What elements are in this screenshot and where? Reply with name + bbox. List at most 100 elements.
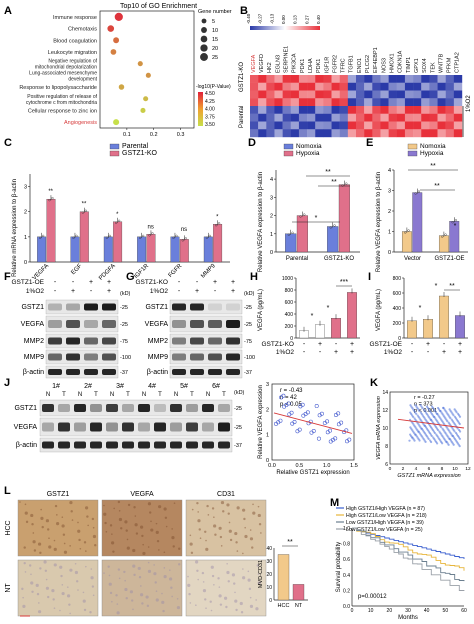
ihc-cell bbox=[31, 523, 34, 526]
ihc-cell bbox=[206, 504, 209, 508]
lane-letter: T bbox=[126, 392, 130, 398]
heatmap-cell bbox=[429, 129, 438, 138]
ihc-cell bbox=[123, 570, 126, 574]
heatmap-cell bbox=[396, 129, 406, 138]
heatmap-cell bbox=[339, 75, 349, 83]
ihc-cell bbox=[77, 529, 81, 533]
ihc-cell bbox=[116, 603, 119, 605]
heatmap-cell bbox=[356, 106, 365, 114]
significance-label: ** bbox=[449, 283, 455, 290]
data-point bbox=[341, 184, 344, 187]
ihc-cell bbox=[113, 507, 115, 510]
kd-label: (kD) bbox=[120, 291, 131, 297]
heatmap-cell bbox=[421, 90, 430, 99]
y-tick-label: 20 bbox=[266, 572, 272, 578]
blot-condition-mark: - bbox=[178, 288, 181, 295]
go-term-label: Lung-associated mesenchyme bbox=[29, 70, 97, 76]
go-dot bbox=[140, 107, 146, 113]
scatter-point bbox=[458, 430, 462, 433]
ihc-cell bbox=[169, 569, 171, 571]
heatmap-cell bbox=[315, 129, 324, 138]
heatmap-cell bbox=[429, 82, 438, 91]
heatmap-cell bbox=[282, 82, 291, 91]
heatmap-cell bbox=[413, 121, 422, 130]
condition-mark: + bbox=[334, 349, 338, 356]
go-term-label: Angiogenesis bbox=[64, 120, 97, 126]
category-label: EGF bbox=[70, 263, 83, 276]
blot-band bbox=[66, 303, 80, 311]
scatter-point bbox=[458, 445, 461, 448]
blot-band bbox=[208, 369, 222, 375]
heatmap-cell bbox=[380, 82, 389, 91]
ihc-cell bbox=[35, 583, 39, 587]
scatter-point bbox=[281, 393, 286, 398]
heatmap-cell bbox=[315, 106, 324, 114]
ihc-cell bbox=[87, 524, 89, 527]
heatmap-cell bbox=[315, 75, 324, 83]
blot-band bbox=[190, 320, 204, 328]
ihc-cell bbox=[103, 572, 105, 574]
scatter-point bbox=[319, 411, 324, 416]
y-tick-label: 0 bbox=[290, 336, 293, 342]
scatter-point bbox=[439, 425, 443, 429]
heatmap-cell bbox=[307, 129, 316, 138]
ihc-cell bbox=[24, 503, 27, 506]
bar bbox=[327, 226, 339, 253]
blot-band bbox=[202, 422, 214, 432]
data-point bbox=[444, 233, 447, 236]
go-term-label: Cellular response to zinc ion bbox=[28, 108, 97, 114]
heatmap-gene-label: VEGFD bbox=[259, 54, 265, 73]
legend-swatch bbox=[407, 143, 418, 150]
scatter-point bbox=[412, 415, 415, 418]
data-point bbox=[139, 236, 142, 239]
ihc-cell bbox=[69, 612, 71, 615]
bar bbox=[37, 236, 47, 263]
blot-strip bbox=[45, 349, 119, 365]
ihc-cell bbox=[47, 595, 50, 599]
scatter-stat: r = -0.43 bbox=[280, 388, 303, 394]
ihc-cell bbox=[138, 575, 142, 579]
heatmap-cell bbox=[347, 82, 357, 91]
heatmap-cell bbox=[429, 121, 438, 130]
blot-band bbox=[74, 441, 86, 449]
heatmap-cell bbox=[298, 75, 308, 83]
ihc-cell bbox=[83, 541, 87, 544]
ihc-cell bbox=[228, 521, 231, 524]
blot-protein-label: MMP9 bbox=[24, 354, 44, 361]
size-legend-dot bbox=[200, 53, 208, 61]
category-label: IGF1R bbox=[133, 263, 150, 280]
blot-condition-mark: + bbox=[231, 279, 235, 286]
y-tick-label: 40 bbox=[266, 546, 272, 552]
size-legend-label: 5 bbox=[212, 19, 215, 25]
x-tick-label: 6 bbox=[428, 466, 431, 472]
ihc-cell bbox=[21, 587, 24, 591]
blot-band bbox=[202, 404, 214, 412]
blot-band bbox=[154, 404, 166, 412]
ihc-cell bbox=[38, 602, 40, 604]
ihc-cell bbox=[257, 513, 261, 518]
ihc-cell bbox=[233, 582, 236, 585]
ihc-cell bbox=[103, 512, 107, 516]
scatter-point bbox=[448, 437, 451, 440]
blot-condition-label: GSTZ1-OE bbox=[11, 279, 44, 286]
blot-condition-mark: - bbox=[178, 279, 181, 286]
scatter-point bbox=[423, 424, 426, 427]
ihc-cell bbox=[201, 571, 205, 575]
heatmap-gene-label: TGFB1 bbox=[349, 55, 355, 73]
scatter-point bbox=[339, 420, 344, 425]
y-tick-label: 400 bbox=[285, 312, 294, 318]
heatmap-cell bbox=[323, 90, 332, 99]
ihc-cell bbox=[140, 585, 142, 587]
ihc-cell bbox=[249, 529, 252, 531]
heatmap-cell bbox=[396, 90, 406, 99]
heatmap-gene-labels: VEGFA VEGFD HK2 EGLN3 SERPINE1 PIK3CA PDK1 LDHA… bbox=[251, 46, 461, 73]
condition-mark: - bbox=[303, 349, 306, 356]
heatmap-cell bbox=[356, 82, 365, 91]
panel-m-survival-chart: 0.0 0.2 0.4 0.6 0.8 1.0 0 10 20 30 40 50 60 Months Sur… bbox=[336, 506, 467, 621]
heatmap-cell bbox=[372, 90, 381, 99]
significance-label: * bbox=[216, 214, 219, 220]
ihc-cell bbox=[71, 519, 74, 521]
significance-label: ** bbox=[48, 189, 53, 195]
